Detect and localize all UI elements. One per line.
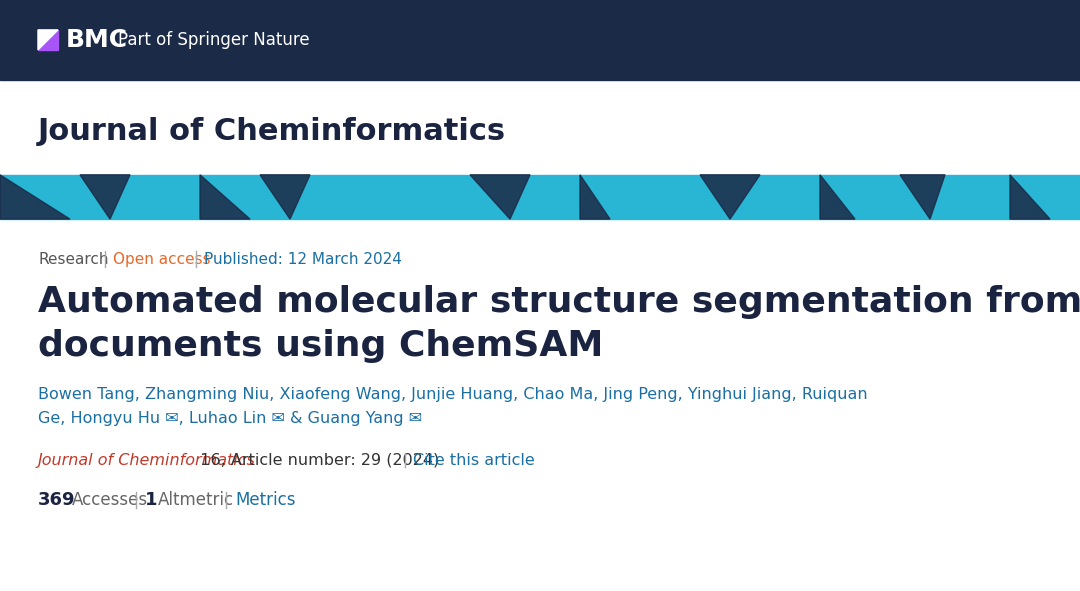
Text: 1: 1 [145, 491, 158, 509]
Text: Research: Research [38, 252, 108, 267]
Text: Automated molecular structure segmentation from: Automated molecular structure segmentati… [38, 285, 1080, 319]
Polygon shape [80, 175, 130, 219]
Text: Published: 12 March 2024: Published: 12 March 2024 [204, 252, 402, 267]
Text: Accesses: Accesses [72, 491, 148, 509]
Text: 369: 369 [38, 491, 76, 509]
Text: Journal of Cheminformatics: Journal of Cheminformatics [38, 117, 507, 147]
Text: Part of Springer Nature: Part of Springer Nature [118, 31, 310, 49]
Text: Ge, Hongyu Hu ✉, Luhao Lin ✉ & Guang Yang ✉: Ge, Hongyu Hu ✉, Luhao Lin ✉ & Guang Yan… [38, 411, 422, 426]
Polygon shape [0, 175, 70, 219]
Text: BMC: BMC [66, 28, 129, 52]
Polygon shape [1010, 175, 1050, 219]
Polygon shape [900, 175, 945, 219]
Bar [0, 175, 1080, 219]
Bar [0, 0, 1080, 80]
Text: Altmetric: Altmetric [158, 491, 234, 509]
Polygon shape [470, 175, 530, 219]
Text: documents using ChemSAM: documents using ChemSAM [38, 329, 604, 363]
Text: Open access: Open access [113, 252, 211, 267]
Polygon shape [200, 175, 249, 219]
Text: 16, Article number: 29 (2024): 16, Article number: 29 (2024) [190, 453, 440, 467]
Polygon shape [580, 175, 610, 219]
Polygon shape [260, 175, 310, 219]
Bar [38, 30, 58, 50]
Text: Cite this article: Cite this article [413, 453, 535, 467]
Polygon shape [38, 30, 58, 50]
Text: Journal of Cheminformatics: Journal of Cheminformatics [38, 453, 256, 467]
Polygon shape [820, 175, 855, 219]
Text: Bowen Tang, Zhangming Niu, Xiaofeng Wang, Junjie Huang, Chao Ma, Jing Peng, Ying: Bowen Tang, Zhangming Niu, Xiaofeng Wang… [38, 387, 867, 402]
Text: Metrics: Metrics [235, 491, 296, 509]
Polygon shape [700, 175, 760, 219]
